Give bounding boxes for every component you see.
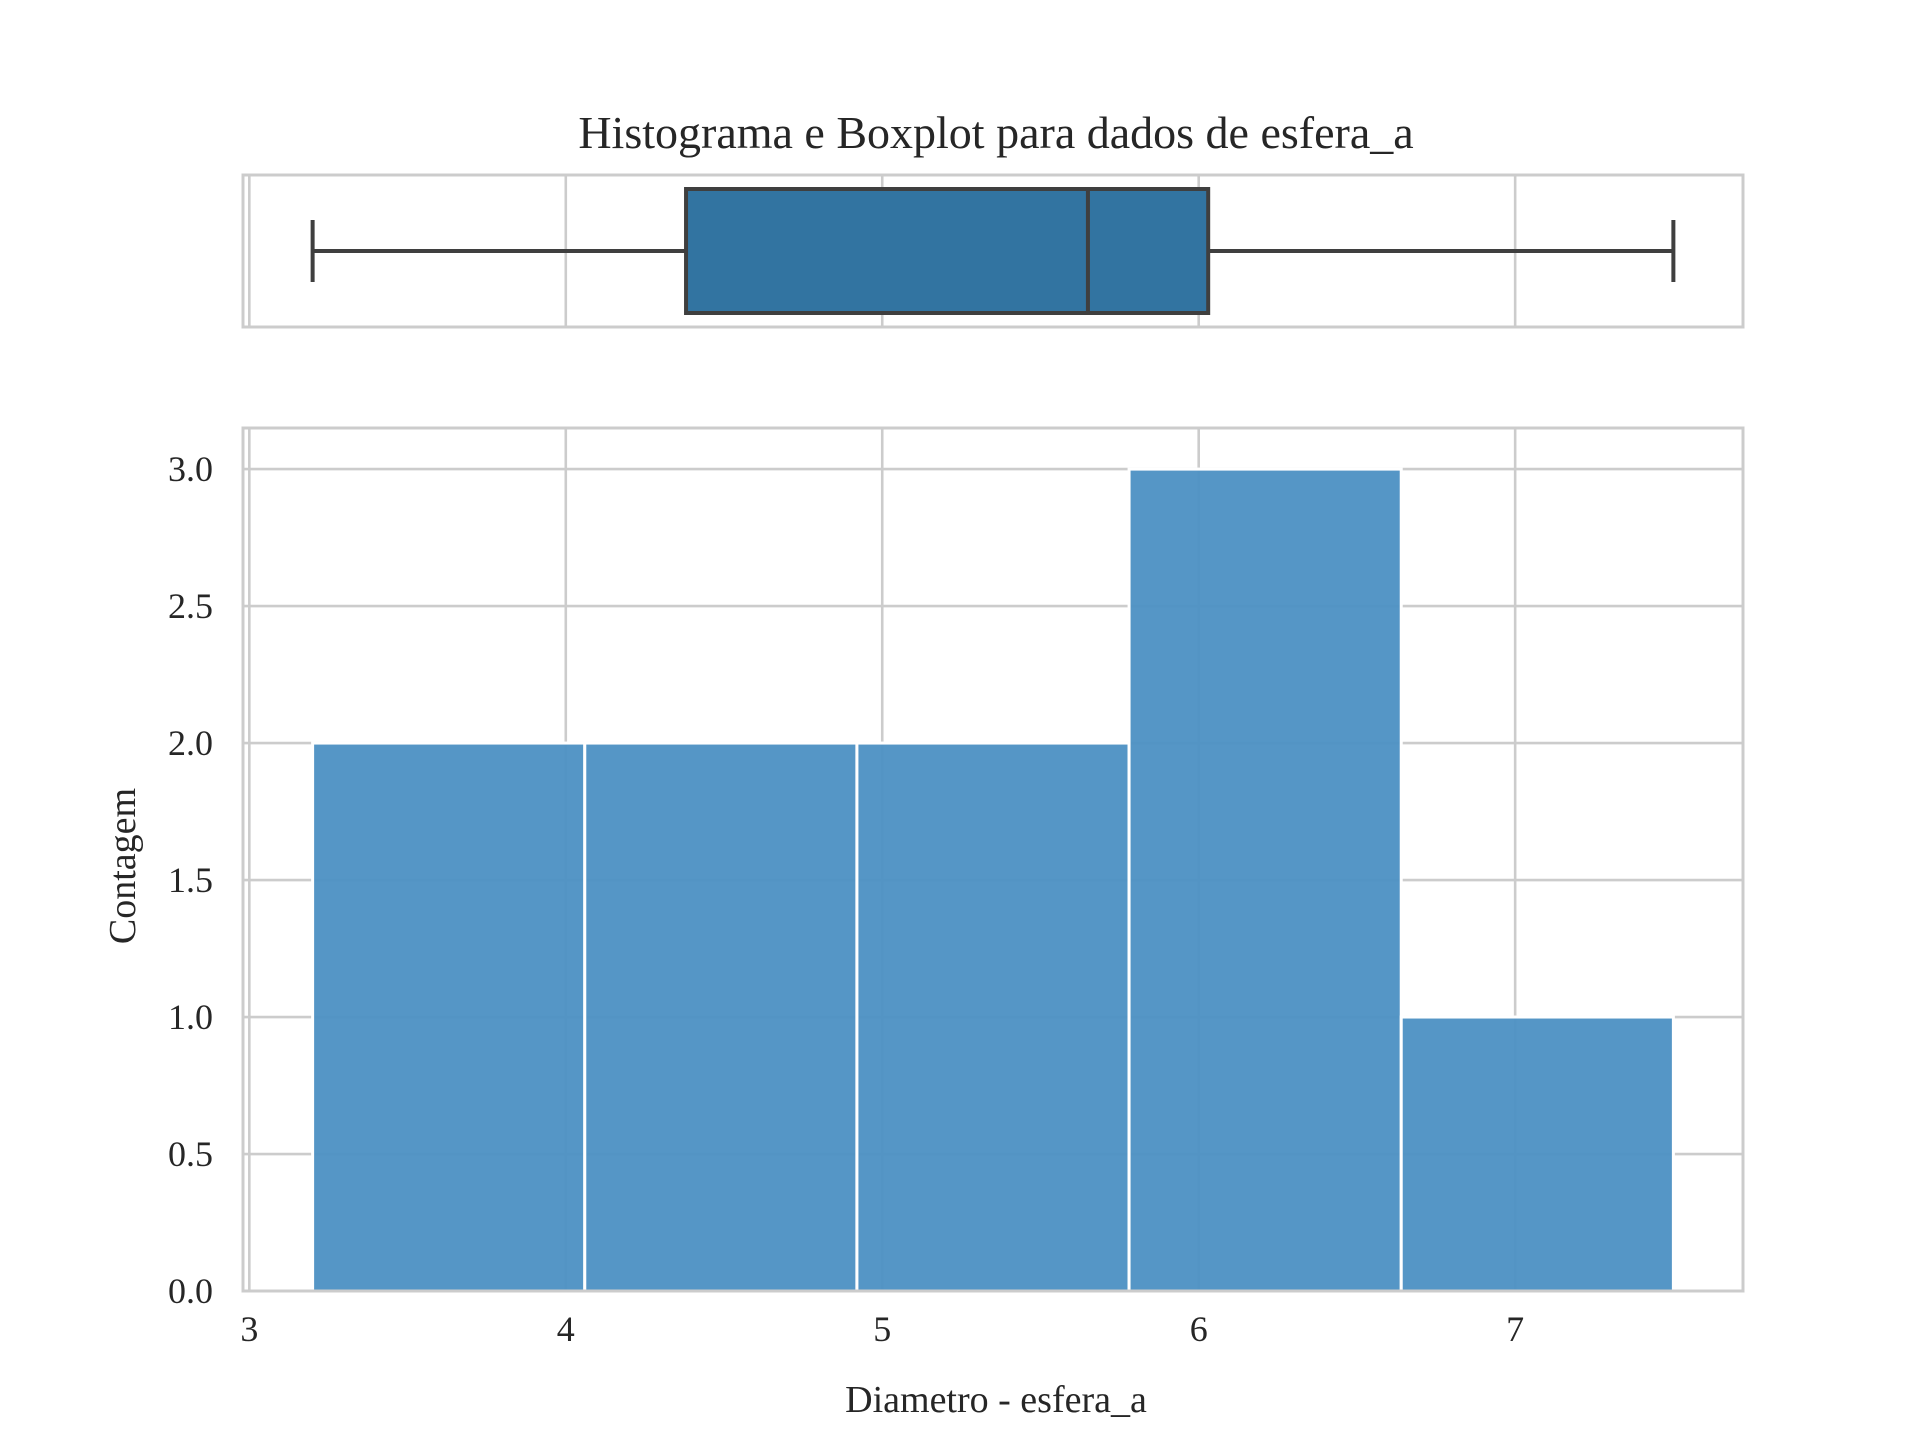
x-tick-label: 6 (1190, 1309, 1208, 1349)
x-tick-label: 4 (557, 1309, 575, 1349)
chart-title: Histograma e Boxplot para dados de esfer… (578, 107, 1413, 158)
boxplot-frame (241, 173, 1745, 329)
x-axis-label: Diametro - esfera_a (845, 1379, 1147, 1421)
y-axis-label: Contagem (102, 788, 144, 944)
y-tick-label: 2.5 (168, 586, 213, 626)
histogram-bar (855, 741, 1131, 1293)
y-tick-label: 2.0 (168, 723, 213, 763)
y-tick-label: 0.5 (168, 1134, 213, 1174)
y-tick-label: 1.0 (168, 997, 213, 1037)
histogram-bar (1399, 1015, 1675, 1293)
x-tick-label: 3 (240, 1309, 258, 1349)
box-iqr (684, 187, 1211, 315)
histogram-panel: 3 4 5 6 7 0.0 0.5 1.0 1.5 2.0 2.5 3.0 (168, 426, 1745, 1349)
y-tick-label: 3.0 (168, 449, 213, 489)
boxplot-panel (241, 173, 1745, 329)
histogram-frame (241, 426, 1745, 1293)
x-tick-label: 7 (1506, 1309, 1524, 1349)
histogram-bar (311, 741, 587, 1293)
histogram-bar (1127, 467, 1403, 1293)
x-tick-label: 5 (873, 1309, 891, 1349)
histogram-bar (583, 741, 859, 1293)
y-tick-label: 1.5 (168, 860, 213, 900)
y-tick-label: 0.0 (168, 1271, 213, 1311)
